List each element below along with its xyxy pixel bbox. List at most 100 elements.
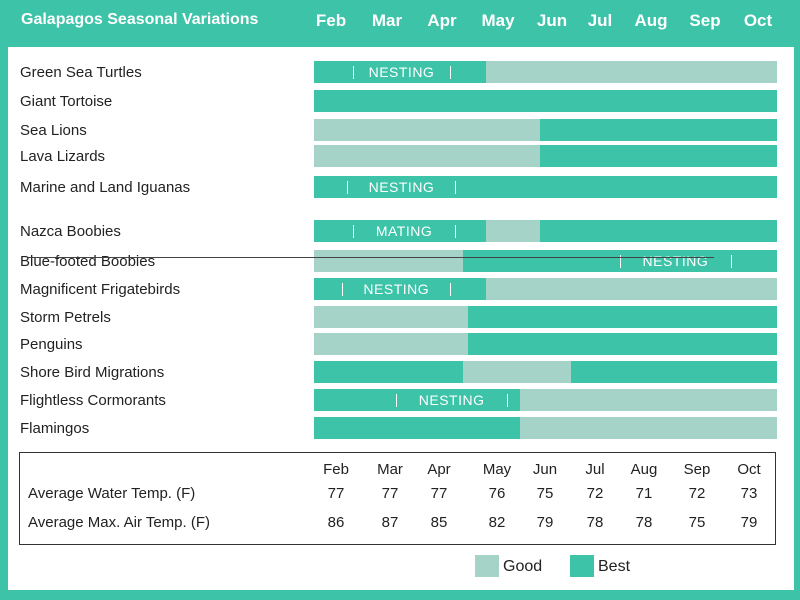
- temp-row-label: Average Max. Air Temp. (F): [28, 514, 211, 531]
- species-label: Storm Petrels: [20, 309, 111, 326]
- bar-segment-best: [571, 361, 777, 383]
- temp-value: 79: [740, 514, 758, 531]
- month-header-jun: Jun: [536, 11, 568, 30]
- species-label: Lava Lizards: [20, 148, 106, 165]
- temp-value: 73: [740, 485, 758, 502]
- note-tick-start: [352, 66, 354, 79]
- bar-segment-good: [519, 389, 777, 411]
- temp-month-jun: Jun: [532, 461, 558, 478]
- bar-segment-best: [468, 333, 777, 355]
- legend-swatch-best: [570, 555, 594, 577]
- temp-month-apr: Apr: [427, 461, 451, 478]
- month-header-may: May: [481, 11, 515, 30]
- bar-segment-good: [314, 306, 469, 328]
- temp-value: 87: [381, 514, 399, 531]
- bar-note-label: NESTING: [642, 253, 709, 269]
- note-tick-end: [450, 66, 452, 79]
- temp-value: 77: [327, 485, 345, 502]
- temp-month-aug: Aug: [630, 461, 658, 478]
- temp-month-feb: Feb: [323, 461, 349, 478]
- temp-value: 72: [586, 485, 604, 502]
- bar-segment-best: [314, 90, 777, 112]
- note-tick-end: [730, 255, 732, 268]
- temp-value: 78: [586, 514, 604, 531]
- note-tick-end: [455, 225, 457, 238]
- legend-label-best: Best: [598, 558, 631, 575]
- bar-segment-best: [540, 220, 777, 242]
- month-header-sep: Sep: [689, 11, 721, 30]
- month-header-oct: Oct: [743, 11, 773, 30]
- temp-row-label: Average Water Temp. (F): [28, 485, 196, 502]
- bar-segment-good: [486, 220, 541, 242]
- species-label: Shore Bird Migrations: [20, 364, 165, 381]
- temp-value: 72: [688, 485, 706, 502]
- bar-note-label: NESTING: [363, 281, 430, 297]
- temp-value: 75: [536, 485, 554, 502]
- bar-segment-good: [314, 333, 469, 355]
- species-label: Flamingos: [20, 420, 90, 437]
- temp-value: 86: [327, 514, 345, 531]
- bar-segment-good: [519, 417, 777, 439]
- species-label: Giant Tortoise: [20, 93, 113, 110]
- bar-segment-best: [540, 119, 777, 141]
- temp-month-oct: Oct: [737, 461, 761, 478]
- species-label: Magnificent Frigatebirds: [20, 281, 181, 298]
- bar-segment-best: [314, 278, 487, 300]
- bar-segment-best: [314, 61, 487, 83]
- temp-value: 77: [381, 485, 399, 502]
- note-tick-end: [455, 181, 457, 194]
- note-tick-start: [352, 225, 354, 238]
- bar-segment-best: [540, 145, 777, 167]
- temp-month-jul: Jul: [585, 461, 605, 478]
- chart-header: Galapagos Seasonal Variations Feb Mar Apr M…: [0, 0, 800, 46]
- bar-segment-good: [314, 250, 464, 272]
- species-label: Green Sea Turtles: [20, 64, 142, 81]
- month-header-mar: Mar: [371, 11, 403, 30]
- note-tick-start: [342, 283, 344, 296]
- bar-segment-best: [314, 361, 464, 383]
- month-header-apr: Apr: [427, 11, 457, 30]
- temp-value: 79: [536, 514, 554, 531]
- bar-segment-best: [463, 250, 777, 272]
- bar-segment-best: [314, 220, 487, 242]
- temp-value: 75: [688, 514, 706, 531]
- species-label: Nazca Boobies: [20, 223, 121, 240]
- note-tick-end: [506, 394, 508, 407]
- bar-segment-best: [314, 176, 777, 198]
- bar-segment-good: [486, 61, 777, 83]
- bar-segment-good: [463, 361, 572, 383]
- temp-value: 85: [430, 514, 448, 531]
- temp-month-mar: Mar: [377, 461, 403, 478]
- temp-value: 78: [635, 514, 653, 531]
- chart-title: Galapagos Seasonal Variations: [21, 11, 259, 28]
- bar-segment-good: [314, 145, 541, 167]
- temperature-table: Feb Mar Apr May Jun Jul Aug Sep Oct Average Water…: [19, 452, 776, 545]
- note-tick-start: [620, 255, 622, 268]
- month-header-aug: Aug: [634, 11, 668, 30]
- species-label: Penguins: [20, 336, 83, 353]
- bar-segment-good: [314, 119, 541, 141]
- month-header-feb: Feb: [315, 11, 347, 30]
- species-label: Blue-footed Boobies: [20, 253, 156, 270]
- temp-value: 77: [430, 485, 448, 502]
- species-label: Sea Lions: [20, 122, 87, 139]
- bar-segment-good: [486, 278, 777, 300]
- bar-note-label: NESTING: [418, 392, 485, 408]
- bar-segment-best: [468, 306, 777, 328]
- legend-label-good: Good: [503, 558, 543, 575]
- bar-note-label: MATING: [375, 223, 433, 239]
- temp-value: 76: [488, 485, 506, 502]
- temp-month-may: May: [482, 461, 512, 478]
- month-header-jul: Jul: [587, 11, 613, 30]
- species-label: Flightless Cormorants: [20, 392, 166, 409]
- note-tick-start: [347, 181, 349, 194]
- bar-segment-best: [314, 389, 520, 411]
- temp-value: 71: [635, 485, 653, 502]
- note-tick-start: [396, 394, 398, 407]
- bar-segment-best: [314, 417, 520, 439]
- bar-note-label: NESTING: [368, 64, 435, 80]
- note-tick-end: [450, 283, 452, 296]
- temp-value: 82: [488, 514, 506, 531]
- species-label: Marine and Land Iguanas: [20, 179, 191, 196]
- bar-note-label: NESTING: [368, 179, 435, 195]
